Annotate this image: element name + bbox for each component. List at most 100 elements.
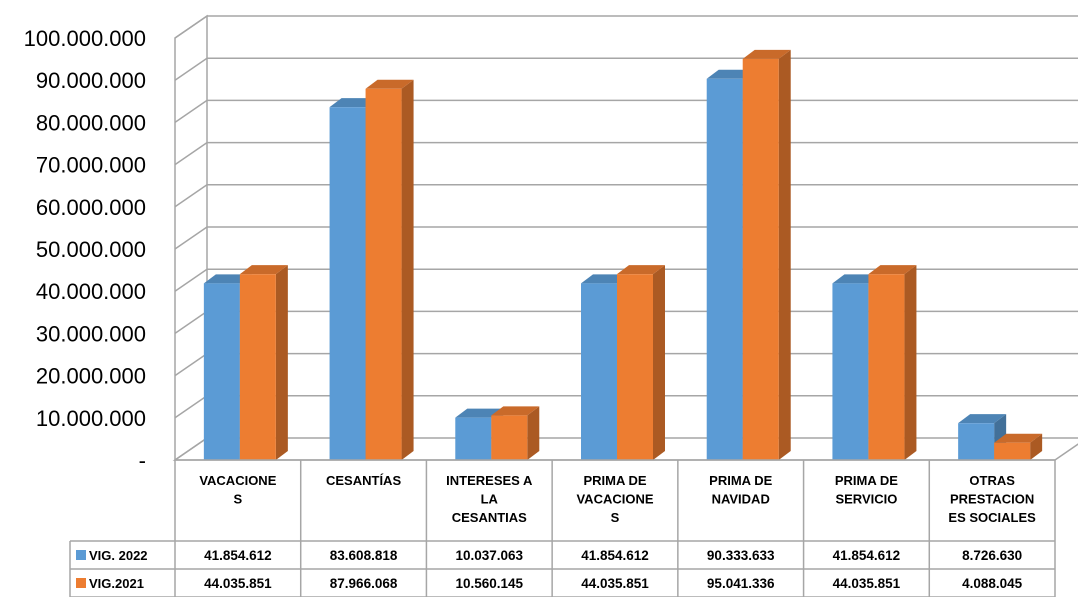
bar-vig-2021	[742, 49, 791, 460]
bar-side	[275, 265, 288, 460]
data-table: VACACIONE S CESANTÍAS INTERESES A LA CESANTIA…	[69, 459, 1056, 597]
bar-front	[994, 442, 1031, 460]
bar-front	[958, 423, 995, 460]
data-cell: 83.608.818	[330, 548, 398, 563]
category-label: PRIMA DE NAVIDAD	[709, 473, 772, 507]
bar-top	[958, 414, 1007, 424]
bar-front	[832, 283, 869, 460]
category-label-line: LA	[481, 492, 499, 507]
category-label-line: PRIMA DE	[583, 473, 646, 488]
category-label-line: NAVIDAD	[712, 492, 770, 507]
data-cell: 95.041.336	[707, 576, 775, 591]
category-label: PRIMA DE VACACIONE S	[576, 473, 653, 525]
gridline	[174, 268, 1078, 292]
gridline	[174, 141, 1078, 166]
category-label-line: OTRAS	[969, 473, 1015, 488]
series-label: VIG. 2022	[89, 548, 148, 563]
bar-vig-2021	[365, 79, 414, 460]
bar-top	[239, 265, 288, 275]
bar-top	[455, 408, 504, 418]
data-cell: 41.854.612	[204, 548, 272, 563]
bar-vig-2021	[617, 265, 665, 460]
legend-key	[76, 550, 86, 560]
category-label: VACACIONE S	[199, 473, 276, 507]
category-label-line: INTERESES A	[446, 473, 533, 488]
category-label: INTERESES A LA CESANTIAS	[446, 473, 533, 525]
bar-front	[203, 283, 240, 460]
y-tick-label: 20.000.000	[36, 364, 146, 389]
category-label-line: PRIMA DE	[709, 473, 772, 488]
y-tick-label: 60.000.000	[36, 195, 146, 220]
data-cell: 10.037.063	[455, 548, 523, 563]
bar-vig-2021	[491, 406, 540, 460]
gridline	[174, 184, 1078, 208]
bar-top	[742, 49, 791, 59]
bar-side	[653, 265, 665, 460]
data-cell: 44.035.851	[204, 576, 272, 591]
data-cell: 10.560.145	[455, 576, 523, 591]
data-cell: 90.333.633	[707, 548, 775, 563]
bar-front	[455, 417, 492, 460]
series-label: VIG.2021	[89, 576, 144, 591]
bar-front	[742, 58, 779, 460]
category-label-line: PRIMA DE	[835, 473, 898, 488]
bar-front	[329, 107, 366, 461]
category-label: CESANTÍAS	[326, 473, 401, 488]
y-axis-tick-labels: - 10.000.000 20.000.000 30.000.000 40.000.00…	[24, 26, 146, 473]
y-tick-label: 50.000.000	[36, 237, 146, 262]
bar-vig-2021	[868, 265, 917, 460]
data-cell: 4.088.045	[962, 576, 1023, 591]
legend-key	[76, 578, 86, 588]
y-tick-label: 40.000.000	[36, 279, 146, 304]
y-tick-label: 100.000.000	[24, 26, 146, 51]
bar-side	[904, 265, 917, 460]
bar-front	[239, 274, 276, 460]
category-label: PRIMA DE SERVICIO	[835, 473, 898, 507]
y-tick-label: 90.000.000	[36, 68, 146, 93]
data-cell: 44.035.851	[833, 576, 901, 591]
bar-front	[581, 283, 617, 460]
category-label-line: S	[611, 510, 620, 525]
data-cell: 41.854.612	[833, 548, 901, 563]
category-label-line: CESANTIAS	[452, 510, 527, 525]
gridline	[174, 226, 1078, 250]
category-label-line: ES SOCIALES	[948, 510, 1036, 525]
category-label-line: VACACIONE	[576, 492, 653, 507]
category-label-line: CESANTÍAS	[326, 473, 401, 488]
data-cell: 87.966.068	[330, 576, 398, 591]
bars	[203, 49, 1043, 461]
category-label-line: SERVICIO	[835, 492, 897, 507]
bar-front	[868, 274, 905, 460]
category-label-line: VACACIONE	[199, 473, 276, 488]
y-tick-label: 30.000.000	[36, 321, 146, 346]
bar-front	[706, 78, 743, 461]
bar-front	[617, 274, 653, 460]
gridline	[174, 57, 1078, 81]
bar-side	[778, 49, 791, 460]
y-tick-label: 10.000.000	[36, 406, 146, 431]
bar-front	[365, 88, 402, 460]
gridline	[174, 15, 1078, 39]
bar-top	[617, 265, 665, 275]
bar-side	[1030, 433, 1043, 460]
bar-side	[527, 406, 540, 460]
bar-top	[365, 79, 414, 89]
bar-top	[491, 406, 540, 416]
gridline	[174, 99, 1078, 124]
bar-vig-2021	[239, 265, 288, 460]
category-label: OTRAS PRESTACION ES SOCIALES	[948, 473, 1036, 525]
bar-top	[994, 433, 1043, 443]
bar-side	[401, 79, 414, 460]
data-cell: 44.035.851	[581, 576, 649, 591]
category-label-line: S	[234, 492, 243, 507]
bar-front	[491, 415, 528, 460]
bar-top	[868, 265, 917, 275]
category-label-line: PRESTACION	[950, 492, 1034, 507]
bar-vig-2021	[994, 433, 1043, 460]
y-tick-label: 80.000.000	[36, 110, 146, 135]
data-cell: 8.726.630	[962, 548, 1022, 563]
y-tick-label: 70.000.000	[36, 153, 146, 178]
y-tick-label: -	[139, 448, 146, 473]
